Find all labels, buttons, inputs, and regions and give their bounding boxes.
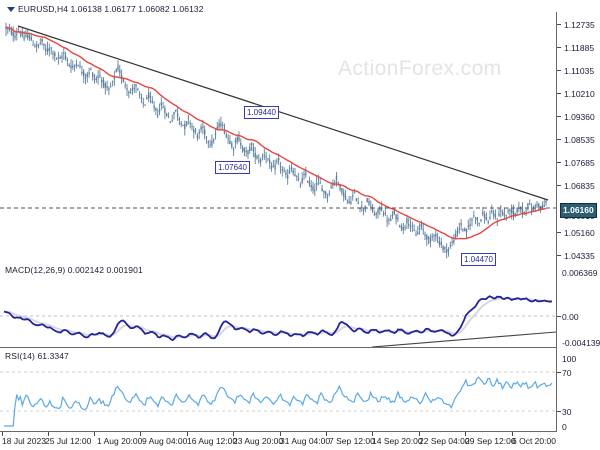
rsi-plot bbox=[0, 371, 556, 427]
x-axis-label: 18 Jul 2023 bbox=[2, 436, 46, 446]
rsi-panel: RSI(14) 61.3347 100 70 30 0 bbox=[0, 348, 600, 432]
price-axis-label: 1.11885 bbox=[564, 43, 595, 53]
x-axis-label: 9 Aug 04:00 bbox=[142, 436, 188, 446]
macd-main-line bbox=[3, 295, 553, 342]
descending-trendline bbox=[17, 25, 549, 201]
moving-average-line bbox=[5, 26, 547, 240]
rsi-axis-label: 100 bbox=[562, 354, 577, 364]
current-price-tag: 1.06160 bbox=[560, 203, 597, 218]
rsi-line bbox=[4, 376, 553, 427]
rsi-panel-header: RSI(14) 61.3347 bbox=[5, 351, 69, 361]
macd-axis-label: -0.004139 bbox=[562, 338, 600, 348]
price-axis-label: 1.08535 bbox=[564, 135, 595, 145]
x-axis-label: 14 Sep 20:00 bbox=[372, 436, 423, 446]
x-axis-label: 16 Aug 12:00 bbox=[187, 436, 238, 446]
price-axis-label: 1.09360 bbox=[564, 112, 595, 122]
symbol-label: EURUSD,H4 1.06138 1.06177 1.06082 1.0613… bbox=[18, 4, 204, 14]
macd-bottom-border bbox=[0, 347, 556, 348]
price-annotation[interactable]: 1.07640 bbox=[215, 161, 250, 174]
price-plot bbox=[0, 22, 556, 259]
x-axis-label: 1 Aug 20:00 bbox=[97, 436, 143, 446]
price-panel-header: EURUSD,H4 1.06138 1.06177 1.06082 1.0613… bbox=[7, 4, 204, 14]
macd-panel: MACD(12,26,9) 0.002142 0.001901 0.006369… bbox=[0, 262, 600, 348]
macd-signal-line bbox=[3, 297, 553, 339]
price-axis-line bbox=[556, 12, 557, 262]
x-axis-label: 7 Sep 12:00 bbox=[329, 436, 375, 446]
chevron-down-icon[interactable] bbox=[7, 7, 15, 13]
macd-plot bbox=[0, 295, 556, 348]
rsi-axis-label: 70 bbox=[562, 368, 572, 378]
price-axis-label: 1.11035 bbox=[564, 66, 595, 76]
macd-axis-label: 0.006369 bbox=[562, 268, 598, 278]
x-axis-label: 25 Jul 12:00 bbox=[45, 436, 92, 446]
price-annotation[interactable]: 1.04470 bbox=[461, 253, 496, 266]
candlestick-series bbox=[5, 22, 547, 259]
macd-axis-line bbox=[556, 262, 557, 348]
price-axis-label: 1.04335 bbox=[564, 251, 595, 261]
macd-ascending-trendline bbox=[371, 331, 556, 348]
x-axis-label: 22 Sep 04:00 bbox=[419, 436, 470, 446]
macd-axis-label: 0.00 bbox=[562, 312, 579, 322]
x-axis-label: 31 Aug 04:00 bbox=[280, 436, 331, 446]
rsi-axis-line bbox=[556, 348, 557, 432]
price-axis-label: 1.10210 bbox=[564, 89, 595, 99]
x-axis: 18 Jul 2023 25 Jul 12:00 1 Aug 20:00 9 A… bbox=[0, 432, 600, 450]
price-axis-label: 1.12735 bbox=[564, 20, 595, 30]
x-axis-label: 29 Sep 12:00 bbox=[465, 436, 516, 446]
macd-panel-header: MACD(12,26,9) 0.002142 0.001901 bbox=[5, 265, 143, 275]
rsi-axis-label: 0 bbox=[562, 422, 567, 432]
price-axis-label: 1.07685 bbox=[564, 158, 595, 168]
price-axis-label: 1.06835 bbox=[564, 181, 595, 191]
rsi-bottom-border bbox=[0, 431, 556, 432]
x-axis-label: 6 Oct 20:00 bbox=[512, 436, 556, 446]
price-axis-label: 1.05160 bbox=[564, 228, 595, 238]
watermark: ActionForex.com bbox=[338, 57, 502, 80]
rsi-axis-label: 30 bbox=[562, 407, 572, 417]
price-panel: ActionForex.com EURUSD,H4 1.06138 1.0617… bbox=[0, 4, 597, 266]
price-annotation[interactable]: 1.09440 bbox=[244, 106, 279, 119]
x-axis-label: 23 Aug 20:00 bbox=[233, 436, 284, 446]
